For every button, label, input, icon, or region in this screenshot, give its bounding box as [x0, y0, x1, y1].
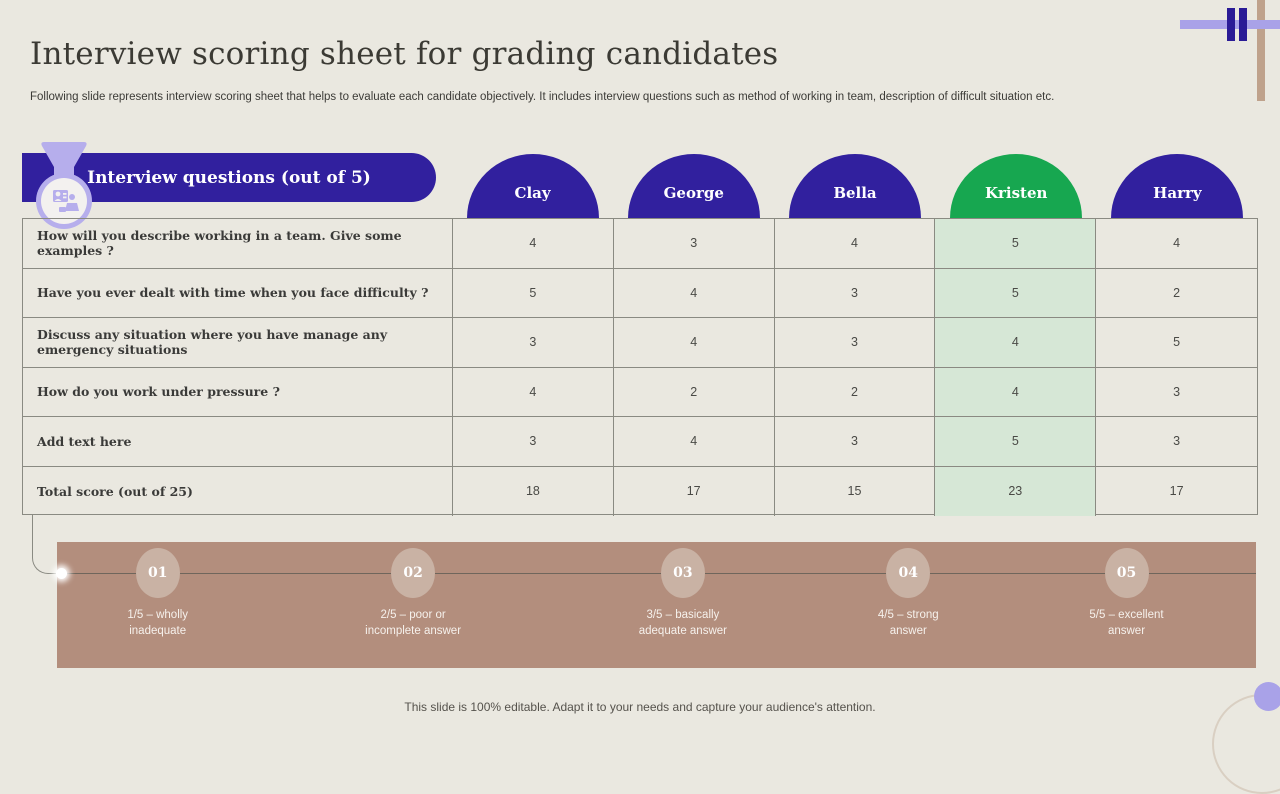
- candidate-name: Bella: [833, 184, 877, 202]
- scale-number-circle: 05: [1104, 548, 1149, 598]
- score-cell: 2: [1096, 269, 1257, 318]
- rating-scale-band: 01 1/5 – wholly inadequate 02 2/5 – poor or i…: [57, 542, 1256, 668]
- question-cell: How do you work under pressure ?: [23, 367, 453, 417]
- questions-header-label: Interview questions (out of 5): [87, 167, 371, 188]
- scale-number-circle: 03: [660, 548, 705, 598]
- question-cell: Total score (out of 25): [23, 466, 453, 516]
- score-cell: 5: [935, 268, 1097, 318]
- score-cell: 4: [935, 367, 1097, 417]
- scale-item-02: 02 2/5 – poor or incomplete answer: [328, 548, 498, 639]
- scale-label: 5/5 – excellent answer: [1089, 609, 1164, 637]
- candidate-header-kristen: Kristen: [950, 154, 1083, 218]
- candidate-name: Harry: [1153, 184, 1202, 202]
- accent-bar-decoration: [1239, 8, 1247, 41]
- score-cell: 3: [453, 318, 614, 368]
- score-cell: 17: [1169, 484, 1184, 499]
- scale-number-circle: 02: [391, 548, 436, 598]
- score-cell: 2: [613, 367, 775, 417]
- scale-label: 3/5 – basically adequate answer: [638, 609, 727, 637]
- scale-label: 4/5 – strong answer: [877, 609, 939, 637]
- score-cell: 3: [774, 318, 936, 368]
- score-cell: 5: [935, 219, 1097, 269]
- score-cell: 3: [613, 219, 775, 269]
- score-cell: 4: [613, 417, 775, 467]
- scale-item-04: 04 4/5 – strong answer: [823, 548, 993, 639]
- scale-number: 01: [147, 565, 168, 581]
- slide-title: Interview scoring sheet for grading cand…: [30, 36, 779, 72]
- editable-note: This slide is 100% editable. Adapt it to…: [404, 700, 876, 714]
- scale-number: 03: [673, 565, 693, 581]
- tan-bar-decoration: [1257, 0, 1265, 101]
- score-cell: 4: [1096, 219, 1257, 269]
- question-cell: Add text here: [23, 417, 453, 467]
- lavender-dot-decoration: [1254, 682, 1280, 711]
- score-cell: 4: [453, 219, 614, 269]
- slide-canvas: { "slide": { "title": "Interview scoring…: [22, 0, 1280, 794]
- candidate-domes: Clay George Bella Kristen Harry: [452, 153, 1258, 218]
- question-cell: How will you describe working in a team.…: [23, 219, 453, 269]
- score-cell: 4: [774, 219, 936, 269]
- score-cell: 5: [935, 417, 1097, 467]
- scale-number: 05: [1116, 565, 1137, 581]
- candidate-header-clay: Clay: [466, 154, 599, 218]
- score-cell: 4: [613, 268, 775, 318]
- score-cell: 15: [775, 466, 936, 516]
- scale-label: 2/5 – poor or incomplete answer: [365, 609, 462, 637]
- score-cell: 4: [613, 318, 775, 368]
- score-cell: 2: [774, 367, 936, 417]
- interview-flask-icon: [36, 142, 92, 229]
- scale-timeline: [62, 573, 1256, 574]
- score-cell: 18: [453, 466, 614, 516]
- candidate-header-bella: Bella: [788, 154, 921, 218]
- scale-number-circle: 01: [135, 548, 180, 598]
- score-cell: 3: [774, 268, 936, 318]
- question-cell: Have you ever dealt with time when you f…: [23, 268, 453, 318]
- scale-item-03: 03 3/5 – basically adequate answer: [598, 548, 768, 639]
- scale-item-01: 01 1/5 – wholly inadequate: [73, 548, 243, 639]
- candidate-name: Kristen: [984, 184, 1048, 202]
- score-cell: 5: [1096, 318, 1257, 368]
- connector-start-dot: [56, 568, 67, 579]
- connector-elbow: [32, 515, 62, 574]
- candidate-name: Clay: [514, 184, 551, 202]
- score-cell: 23: [935, 466, 1097, 516]
- scale-item-05: 05 5/5 – excellent answer: [1042, 548, 1212, 639]
- score-cell: 4: [935, 318, 1097, 368]
- score-cell: 3: [774, 417, 936, 467]
- score-cell: 5: [453, 268, 614, 318]
- score-cell: 4: [453, 367, 614, 417]
- score-cell: 3: [453, 417, 614, 467]
- accent-bar-decoration: [1227, 8, 1235, 41]
- scale-number: 04: [898, 565, 919, 581]
- candidate-header-george: George: [627, 154, 760, 218]
- scale-label: 1/5 – wholly inadequate: [127, 609, 189, 637]
- score-cell: 17: [614, 466, 775, 516]
- scoring-table-body: How will you describe working in a team.…: [22, 218, 1258, 516]
- score-cell: 3: [1096, 417, 1257, 467]
- scale-number: 02: [403, 565, 423, 581]
- question-cell: Discuss any situation where you have man…: [23, 318, 453, 368]
- candidate-header-harry: Harry: [1111, 154, 1244, 218]
- candidate-name: George: [663, 184, 724, 202]
- score-cell: 3: [1096, 368, 1257, 417]
- scale-number-circle: 04: [886, 548, 931, 598]
- slide-subtitle: Following slide represents interview sco…: [30, 91, 1055, 103]
